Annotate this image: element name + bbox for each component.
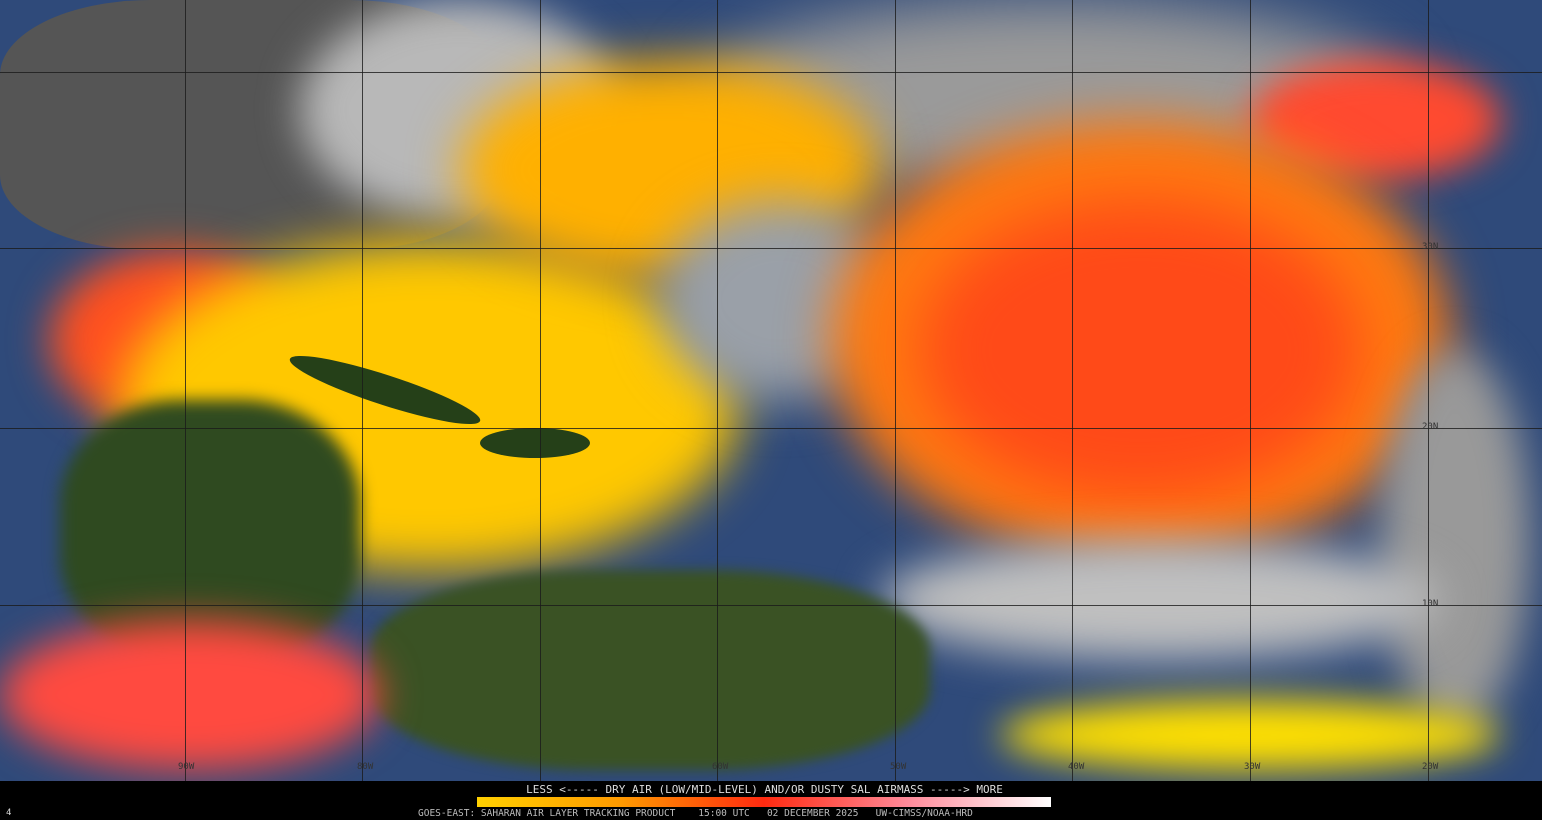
observation-date: 02 DECEMBER 2025 [766,808,859,819]
gridline-40n [0,72,1542,73]
gridline-10n [0,605,1542,606]
east-atlantic-sal-core [920,200,1360,500]
lon-label-90w: 90W [178,762,195,772]
gridline-30w [1250,0,1251,781]
lon-label-30w: 30W [1244,762,1261,772]
observation-time: 15:00 UTC [698,808,750,819]
lat-label-10n: 10N [1422,599,1439,609]
itcz-clouds [880,540,1440,660]
gridline-20w [1428,0,1429,781]
gridline-60w [717,0,718,781]
hispaniola-island [480,428,590,458]
lon-label-80w: 80W [357,762,374,772]
credit: UW-CIMSS/NOAA-HRD [875,808,973,819]
frame-number: 4 [6,808,12,818]
gridline-70w [540,0,541,781]
lon-label-50w: 50W [890,762,907,772]
footer-caption: GOES-EAST: SAHARAN AIR LAYER TRACKING PR… [418,808,973,819]
central-america-land [60,400,360,660]
gridline-20n [0,428,1542,429]
lon-label-40w: 40W [1068,762,1085,772]
gridline-30n [0,248,1542,249]
gridline-90w [185,0,186,781]
lon-label-60w: 60W [712,762,729,772]
legend-colorbar [477,797,1051,807]
africa-clouds [1380,350,1530,730]
lon-label-20w: 20W [1422,762,1439,772]
product-name: GOES-EAST: SAHARAN AIR LAYER TRACKING PR… [418,808,676,819]
lat-label-30n: 30N [1422,242,1439,252]
pacific-dry-air [0,620,380,770]
south-america-land [370,570,930,770]
gridline-50w [895,0,896,781]
gridline-80w [362,0,363,781]
sal-satellite-map: 30N 20N 10N 90W 80W 60W 50W 40W 30W 20W [0,0,1542,781]
legend-title: LESS <----- DRY AIR (LOW/MID-LEVEL) AND/… [526,783,1003,796]
gridline-40w [1072,0,1073,781]
lat-label-20n: 20N [1422,422,1439,432]
